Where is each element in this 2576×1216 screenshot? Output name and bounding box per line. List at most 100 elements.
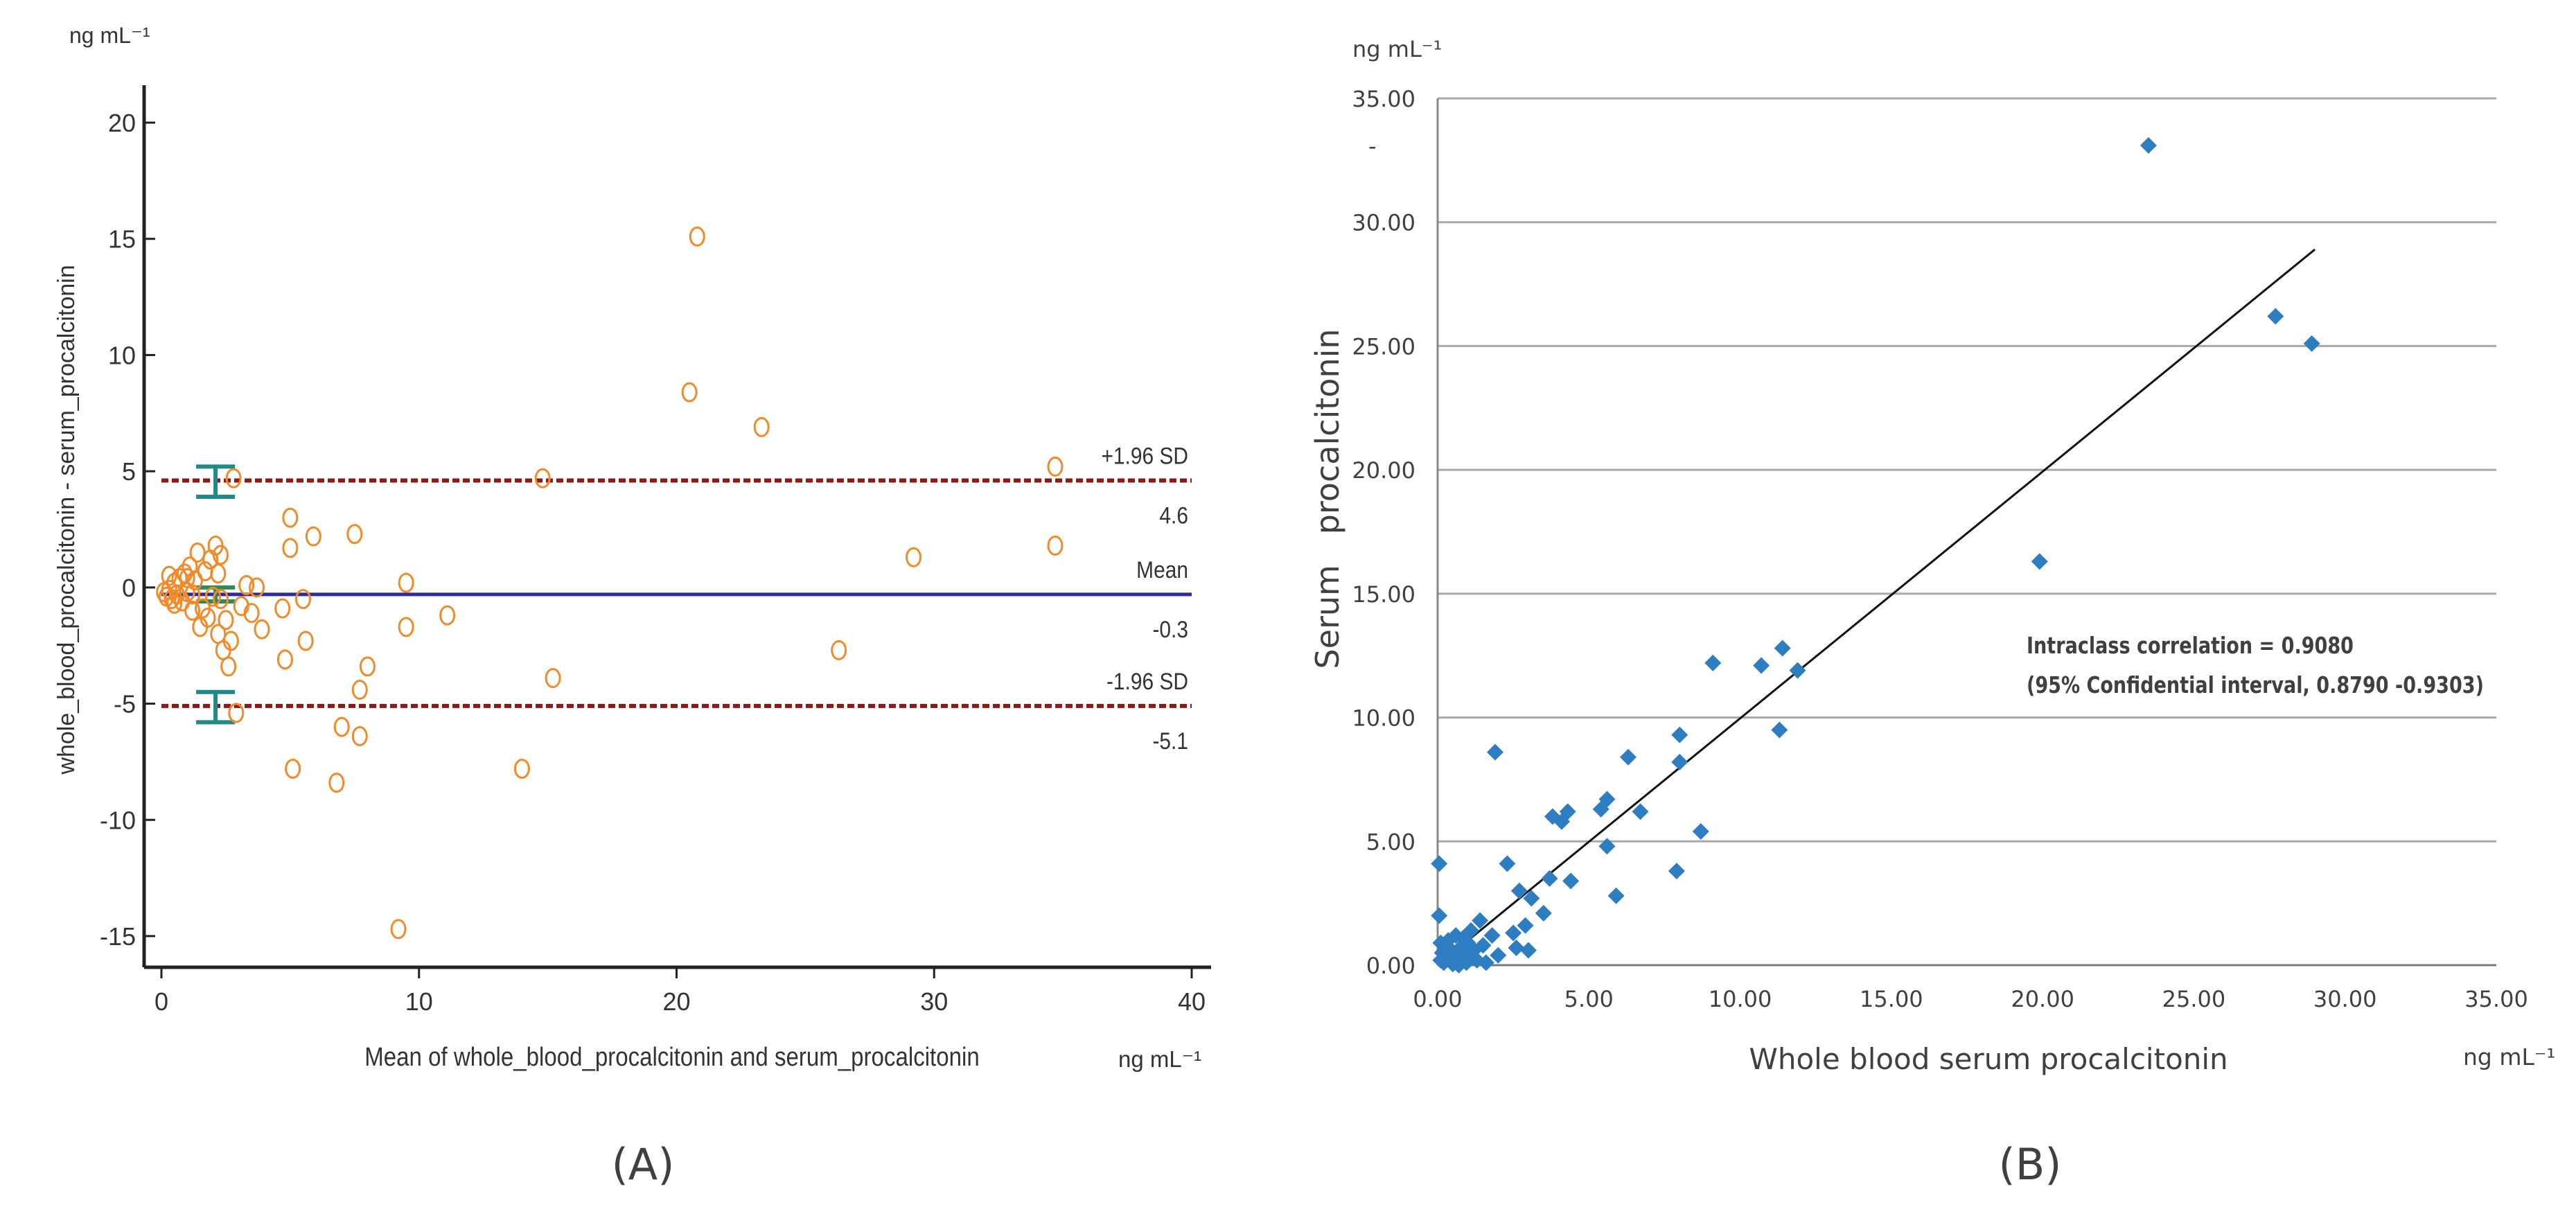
panel-b-data-point — [1671, 753, 1688, 770]
panel-a-data-point — [225, 468, 242, 488]
panel-b-data-point — [1499, 855, 1516, 872]
panel-b-x-axis-label: Whole blood serum procalcitonin — [1749, 1042, 2227, 1076]
panel-b-y-tick-label: 0.00 — [1366, 953, 1415, 979]
panel-a-data-point — [213, 545, 229, 565]
panel-b-x-tick-label: 0.00 — [1413, 986, 1462, 1012]
panel-a-data-point — [189, 543, 206, 563]
panel-a-data-point — [513, 758, 530, 779]
panel-b-data-point — [1774, 640, 1791, 657]
panel-a-x-tick-label: 20 — [662, 987, 690, 1016]
panel-b-y-axis-label: Serum procalcitonin — [1309, 328, 1346, 669]
panel-a-y-tick-label: 0 — [122, 574, 136, 602]
panel-b-y-label-dash: - — [1368, 133, 1377, 159]
panel-a-data-point — [186, 570, 203, 591]
panel-a-y-tick-label: 5 — [122, 457, 136, 486]
panel-b-y-tick-label: 20.00 — [1352, 457, 1415, 484]
panel-a-data-point — [359, 656, 376, 677]
panel-b: ng mL⁻¹ - Serum procalcitonin 0.00 5.00 10… — [1309, 36, 2556, 1190]
panel-b-data-point — [1704, 654, 1722, 671]
panel-b-data-point — [2031, 553, 2048, 570]
panel-a-y-unit: ng mL⁻¹ — [69, 23, 150, 48]
panel-b-y-tick-label: 25.00 — [1352, 333, 1415, 360]
panel-b-data-point — [1510, 882, 1528, 899]
panel-b-x-tick-label: 35.00 — [2464, 986, 2528, 1012]
panel-a-data-point — [282, 538, 299, 558]
panel-a-reference-lines — [161, 478, 1192, 708]
panel-a-data-point — [204, 586, 221, 607]
panel-a-data-point — [439, 605, 456, 626]
panel-a-y-tick-label: 15 — [108, 225, 136, 254]
panel-a-x-ticks: 0 10 20 30 40 — [155, 967, 1206, 1016]
panel-b-data-point — [1598, 791, 1616, 808]
panel-a-y-ticks: -15 -10 -5 0 5 10 15 20 — [100, 109, 155, 951]
panel-b-data-point — [1668, 863, 1685, 880]
panel-a-data-point — [184, 584, 201, 605]
panel-a-data-point — [282, 507, 299, 528]
panel-b-x-tick-label: 5.00 — [1564, 986, 1614, 1012]
panel-a: ng mL⁻¹ whole_blood_procalcitonin - seru… — [53, 23, 1211, 1190]
panel-b-x-tick-label: 30.00 — [2313, 986, 2377, 1012]
panel-b-data-point — [1431, 907, 1448, 924]
panel-b-data-point — [1508, 939, 1525, 956]
panel-a-data-point — [238, 575, 255, 596]
panel-b-data-point — [1632, 803, 1649, 820]
panel-b-data-point — [1789, 662, 1806, 679]
panel-b-y-tick-label: 15.00 — [1352, 581, 1415, 608]
panel-b-y-tick-label: 10.00 — [1352, 705, 1415, 732]
panel-b-data-point — [1490, 946, 1507, 964]
panel-a-upper_loa-value: 4.6 — [1159, 502, 1188, 529]
panel-a-data-point — [689, 226, 705, 247]
panel-a-x-tick-label: 40 — [1178, 987, 1206, 1016]
panel-a-data-point — [285, 758, 301, 779]
panel-a-data-point — [249, 577, 265, 598]
panel-b-data-point — [1517, 917, 1534, 934]
panel-a-lower_loa-value: -5.1 — [1152, 728, 1188, 754]
panel-a-x-tick-label: 10 — [405, 987, 433, 1016]
panel-a-data-point — [254, 619, 270, 640]
panel-a-data-point — [333, 716, 350, 737]
panel-a-y-tick-label: -5 — [114, 690, 136, 719]
panel-b-y-ticks: 0.00 5.00 10.00 15.00 20.00 25.00 30.00 35.00 — [1352, 86, 1415, 979]
panel-a-y-tick-label: 20 — [108, 109, 136, 137]
panel-b-data-point — [1505, 924, 1522, 942]
panel-b-data-point — [1559, 803, 1576, 820]
panel-a-data-point — [831, 640, 847, 660]
panel-a-data-point — [228, 703, 245, 723]
panel-b-data-point — [1431, 855, 1448, 872]
panel-b-y-tick-label: 5.00 — [1366, 829, 1415, 855]
panel-a-data-point — [545, 668, 561, 689]
panel-a-y-tick-label: 10 — [108, 341, 136, 369]
panel-a-data-point — [351, 679, 368, 700]
panel-b-y-tick-label: 35.00 — [1352, 86, 1415, 112]
panel-a-data-point — [1047, 535, 1064, 556]
panel-a-data-point — [1047, 456, 1064, 477]
panel-a-x-tick-label: 0 — [155, 987, 168, 1016]
panel-a-data-point — [274, 598, 291, 619]
panel-b-data-point — [1620, 748, 1637, 766]
panel-a-data-point — [534, 468, 551, 488]
panel-a-data-point — [200, 607, 216, 628]
panel-a-lower_loa-label: -1.96 SD — [1106, 668, 1188, 694]
panel-b-data-point — [1753, 657, 1770, 674]
panel-b-data-point — [1692, 822, 1709, 840]
panel-a-mean-label: Mean — [1136, 556, 1188, 583]
panel-a-y-tick-label: -15 — [100, 922, 136, 951]
panel-a-data-point — [213, 589, 229, 610]
panel-b-annotation-line1: Intraclass correlation = 0.9080 — [2027, 633, 2354, 659]
panel-a-data-point — [305, 526, 321, 547]
panel-b-fit-line — [1437, 248, 2316, 967]
panel-b-data-point — [1477, 954, 1494, 971]
panel-b-x-ticks: 0.00 5.00 10.00 15.00 20.00 25.00 30.00 35.00 — [1413, 986, 2528, 1012]
panel-a-data-point — [220, 656, 237, 677]
panel-b-y-unit: ng mL⁻¹ — [1352, 36, 1442, 62]
panel-b-data-point — [1519, 942, 1537, 959]
panel-b-x-tick-label: 20.00 — [2011, 986, 2074, 1012]
panel-a-x-unit: ng mL⁻¹ — [1118, 1046, 1201, 1072]
panel-a-data-point — [161, 565, 177, 586]
panel-a-data-point — [243, 603, 260, 624]
panel-b-data-point — [1607, 887, 1625, 904]
panel-a-error-bars — [196, 464, 236, 725]
panel-b-y-tick-label: 30.00 — [1352, 210, 1415, 236]
panel-b-gridlines — [1436, 97, 2496, 967]
panel-a-data-point — [210, 563, 227, 584]
